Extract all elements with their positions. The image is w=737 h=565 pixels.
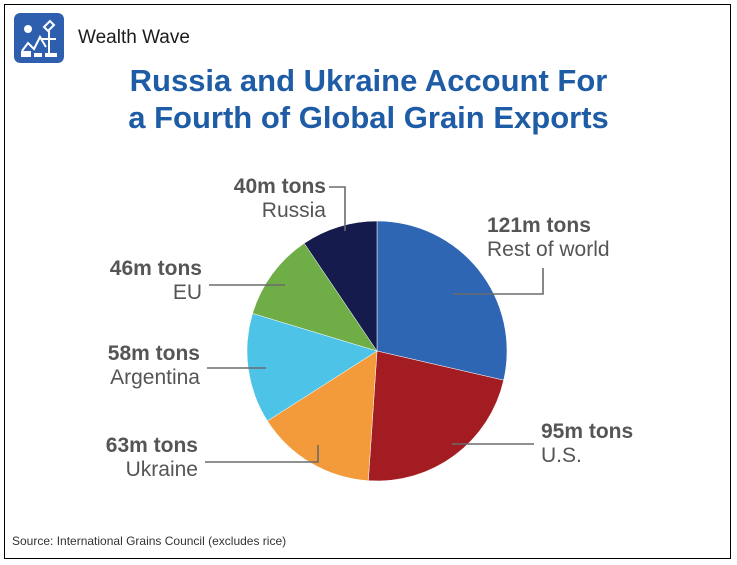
pie-slice-russia xyxy=(303,220,378,352)
category-label-eu: EU xyxy=(173,281,202,304)
category-label-ukraine: Ukraine xyxy=(126,458,198,481)
wealth-wave-logo-icon xyxy=(14,13,64,63)
leader-line-russia xyxy=(329,186,346,231)
category-label-rest-of-world: Rest of world xyxy=(487,238,610,261)
leader-line-ukraine xyxy=(205,445,319,463)
chart-title-line-1: Russia and Ukraine Account For xyxy=(129,63,608,98)
pie-slice-argentina xyxy=(246,313,378,422)
chart-title-line-2: a Fourth of Global Grain Exports xyxy=(128,100,609,135)
chart-title: Russia and Ukraine Account For a Fourth … xyxy=(0,62,737,136)
source-note: Source: International Grains Council (ex… xyxy=(12,534,287,548)
brand: Wealth Wave xyxy=(14,13,190,63)
leader-line-rest-of-world xyxy=(453,268,544,295)
value-label-eu: 46m tons xyxy=(110,257,202,280)
value-label-ukraine: 63m tons xyxy=(106,434,198,457)
pie-slice-eu xyxy=(252,242,378,352)
value-label-u-s: 95m tons xyxy=(541,420,633,443)
pie-slice-rest-of-world xyxy=(376,220,508,381)
category-label-argentina: Argentina xyxy=(110,366,200,389)
pie-slice-u-s xyxy=(368,350,504,482)
category-label-russia: Russia xyxy=(262,199,327,222)
value-label-rest-of-world: 121m tons xyxy=(487,214,591,237)
category-label-u-s: U.S. xyxy=(541,444,582,467)
value-label-argentina: 58m tons xyxy=(108,342,200,365)
brand-name: Wealth Wave xyxy=(78,27,190,48)
value-label-russia: 40m tons xyxy=(234,175,326,198)
